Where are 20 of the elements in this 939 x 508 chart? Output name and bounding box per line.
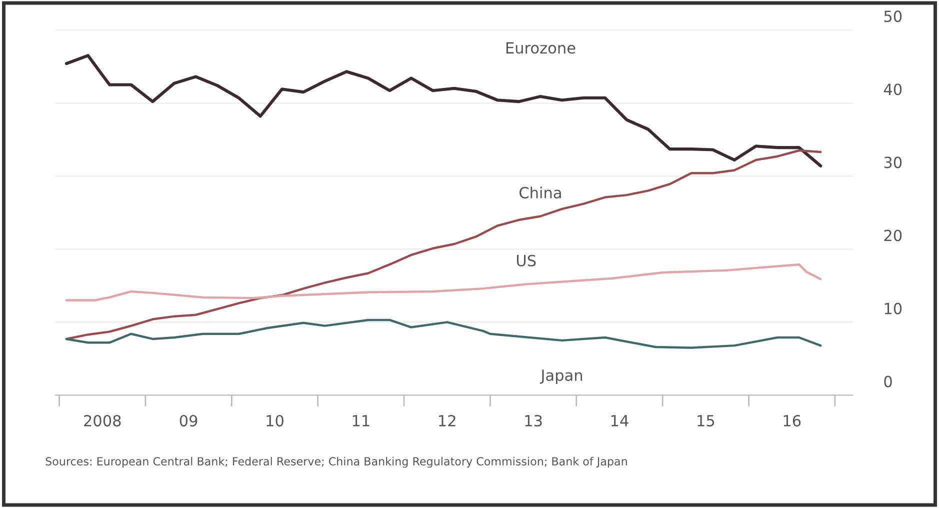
y-tick-label: 20 <box>884 230 902 242</box>
x-tick-label: 12 <box>439 414 456 426</box>
source-note: Sources: European Central Bank; Federal Reserve; China Banking Regulatory Commission; Bank of Japan <box>46 456 627 468</box>
text: Eurozone <box>506 42 576 54</box>
y-tick-label: 40 <box>884 84 902 96</box>
series-label: US <box>517 254 536 266</box>
y-tick-label: 0 <box>884 376 892 388</box>
series-label: China <box>520 186 561 198</box>
x-tick-label: 13 <box>525 414 542 426</box>
x-tick-label: 11 <box>352 415 370 426</box>
x-tick-label: 16 <box>784 414 801 426</box>
y-tick-label: 50 <box>884 10 902 22</box>
y-tick-label: 10 <box>884 302 902 314</box>
x-tick-label: 14 <box>611 415 628 426</box>
x-tick-label: 09 <box>180 414 198 426</box>
x-tick-label: 2008 <box>84 414 121 426</box>
x-tick-label: 10 <box>266 414 284 426</box>
series-label: Japan <box>540 370 582 384</box>
x-tick-label: 15 <box>698 415 714 426</box>
y-tick-label: 30 <box>884 156 902 168</box>
